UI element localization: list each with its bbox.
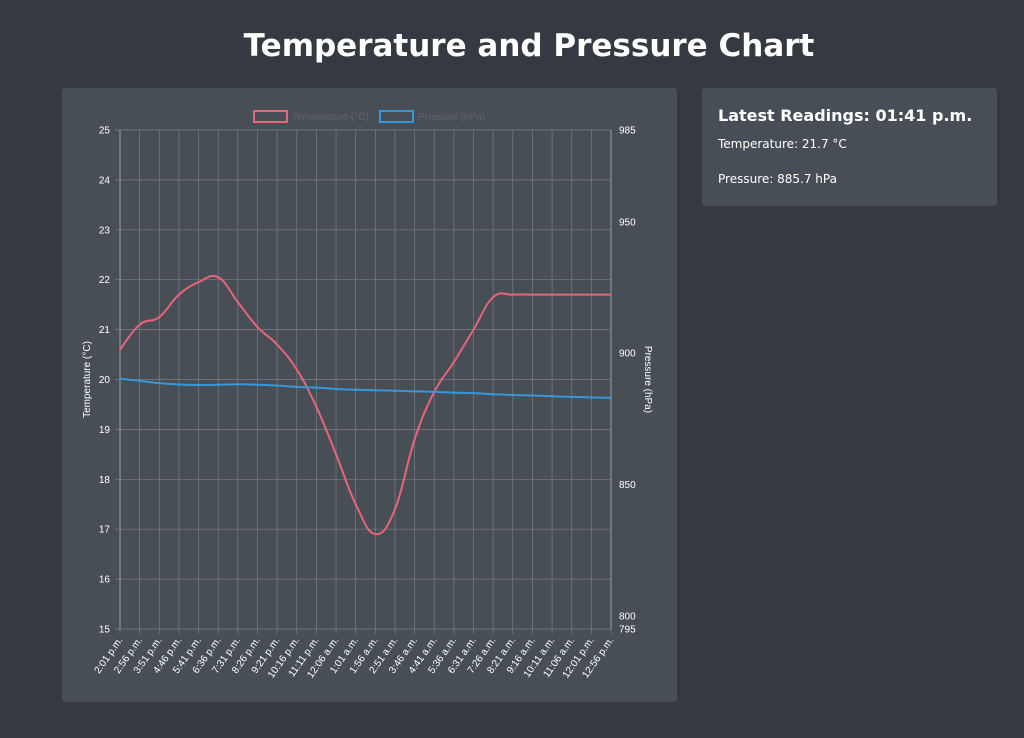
y-left-tick-label: 22 [99,275,111,286]
y-right-tick-label: 900 [619,349,636,360]
pressure-reading-value: 885.7 hPa [777,172,837,186]
legend-pressure-swatch[interactable] [379,110,414,123]
y-left-tick-label: 20 [99,375,111,386]
temperature-series-line [119,274,611,536]
y-left-axis-title: Temperature (°C) [82,341,93,418]
temperature-pressure-chart: 15 16 17 18 19 20 21 22 23 24 25 795 800 850 900 950 985… [82,110,653,680]
temperature-reading: Temperature: 21.7 °C [718,137,981,151]
y-left-tick-label: 16 [99,575,111,586]
y-right-tick-label: 950 [619,217,636,228]
pressure-reading: Pressure: 885.7 hPa [718,172,981,186]
page-title: Temperature and Pressure Chart [243,28,815,64]
latest-readings-time: 01:41 p.m. [875,106,973,125]
y-right-tick-label: 985 [619,126,636,137]
y-right-tick-label: 800 [619,611,636,622]
y-right-axis-title: Pressure (hPa) [642,346,653,413]
y-left-tick-label: 18 [99,475,111,486]
latest-readings-title: Latest Readings: 01:41 p.m. [718,106,981,125]
chart-card: 15 16 17 18 19 20 21 22 23 24 25 795 800 850 900 950 985… [62,88,677,702]
y-right-tick-label: 850 [619,480,636,491]
temperature-reading-value: 21.7 °C [801,137,847,151]
legend-temperature-label[interactable]: Temperature (°C) [292,112,369,123]
y-left-tick-label: 17 [99,525,111,536]
latest-readings-label: Latest Readings: [718,106,876,125]
y-right-tick-label: 795 [619,625,636,636]
y-left-tick-label: 21 [99,325,111,336]
legend-pressure-label[interactable]: Pressure (hPa) [418,112,485,123]
pressure-series-line [119,377,612,399]
y-left-tick-label: 23 [99,225,111,236]
temperature-reading-label: Temperature: [718,137,802,151]
legend-temperature-swatch[interactable] [253,110,288,123]
y-left-tick-label: 19 [99,425,111,436]
y-left-tick-label: 15 [99,625,111,636]
latest-readings-card: Latest Readings: 01:41 p.m. Temperature:… [702,88,997,206]
pressure-reading-label: Pressure: [718,172,778,186]
y-left-tick-label: 25 [99,126,111,137]
y-left-tick-label: 24 [99,175,111,186]
